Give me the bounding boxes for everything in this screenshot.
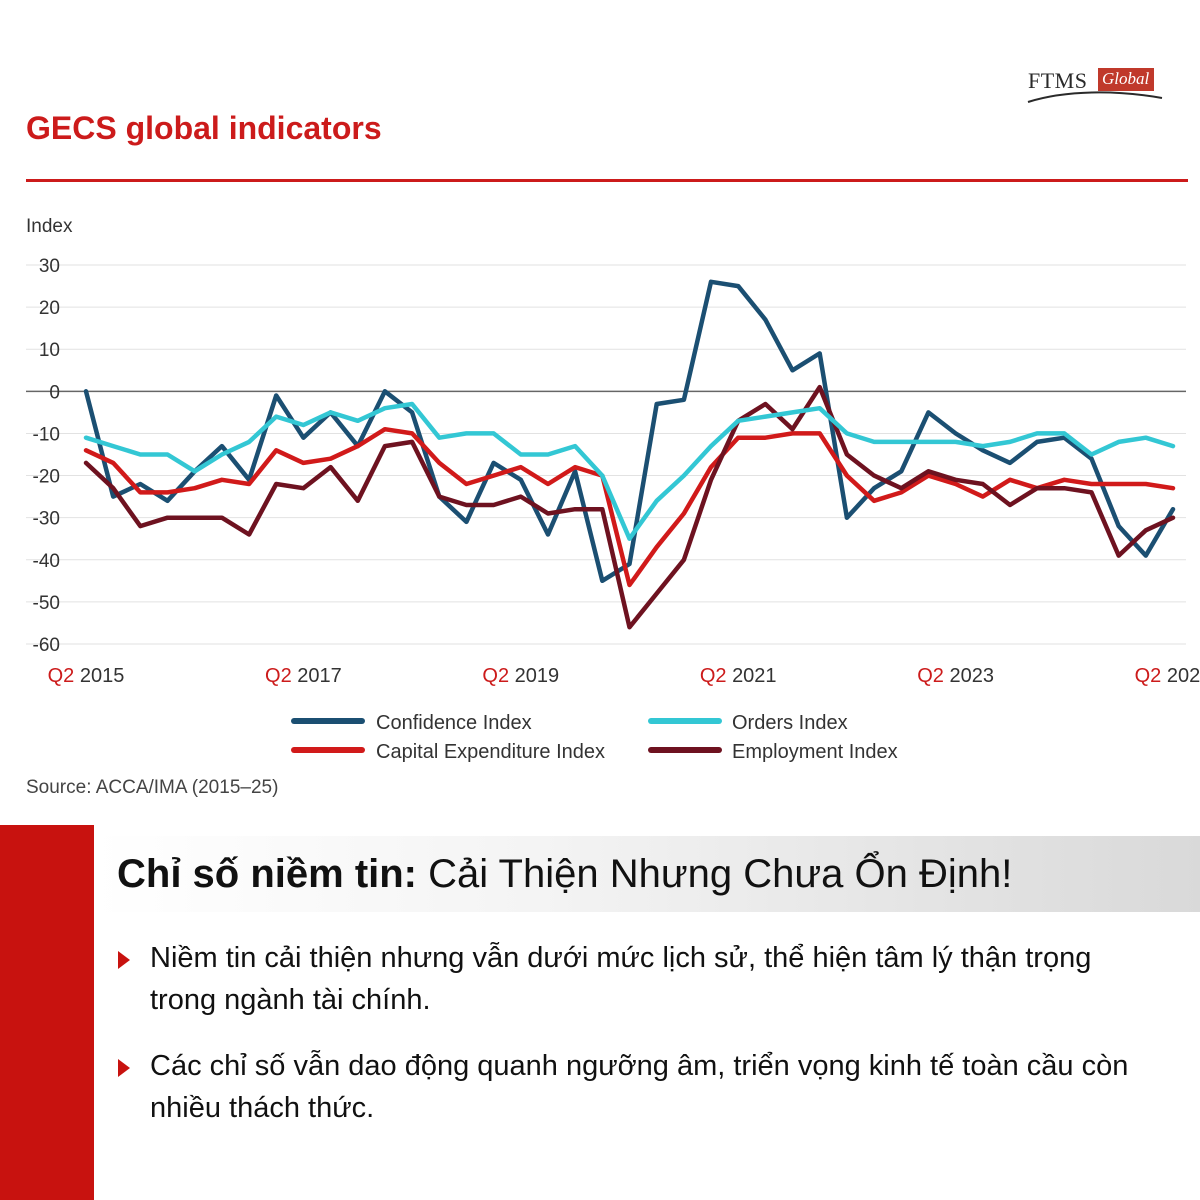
y-axis-ticks: 30 20 10 0 -10 -20 -30 -40 -50 -60 — [33, 256, 60, 656]
headline-band — [94, 836, 1200, 912]
y-axis-label: Index — [26, 216, 73, 237]
brand-logo: FTMS Global — [1026, 62, 1166, 108]
title-divider — [26, 179, 1188, 182]
bullet-text: Niềm tin cải thiện nhưng vẫn dưới mức lị… — [150, 942, 1092, 1016]
y-tick-label: -30 — [33, 509, 60, 530]
y-tick-label: -60 — [33, 635, 60, 656]
logo-wordmark: FTMS — [1028, 68, 1088, 93]
chart-legend: Confidence Index Orders Index Capital Ex… — [291, 712, 898, 763]
x-tick-label: Q2 2023 — [917, 665, 994, 687]
y-tick-label: 20 — [39, 298, 60, 319]
x-axis-ticks: Q2 2015 Q2 2017 Q2 2019 Q2 2021 Q2 2023 Q2 20… — [48, 665, 1200, 687]
bullet-item: Niềm tin cải thiện nhưng vẫn dưới mức lị… — [118, 937, 1158, 1027]
x-tick-label: Q2 2017 — [265, 665, 342, 687]
series-line-orders-index — [83, 401, 1176, 541]
headline-bold: Chỉ số niềm tin: — [117, 852, 417, 896]
headline: Chỉ số niềm tin: Cải Thiện Nhưng Chưa Ổn… — [117, 852, 1012, 897]
triangle-bullet-icon — [118, 1059, 130, 1077]
gridlines — [26, 264, 1186, 645]
x-tick-label: Q2 2019 — [482, 665, 559, 687]
chart-title: GECS global indicators — [26, 110, 382, 146]
y-tick-label: 30 — [39, 256, 60, 277]
y-tick-label: -20 — [33, 467, 60, 488]
logo-swoosh-icon — [1027, 91, 1163, 103]
series-lines — [83, 279, 1176, 630]
x-tick-label: Q2 2025 — [1135, 665, 1200, 687]
source-note: Source: ACCA/IMA (2015–25) — [26, 777, 279, 798]
triangle-bullet-icon — [118, 951, 130, 969]
x-tick-label: Q2 2021 — [700, 665, 777, 687]
series-line-employment-index — [83, 384, 1176, 630]
legend-label-orders: Orders Index — [732, 712, 848, 734]
legend-label-employment: Employment Index — [732, 741, 898, 763]
y-tick-label: 10 — [39, 340, 60, 361]
bullet-text: Các chỉ số vẫn dao động quanh ngưỡng âm,… — [150, 1050, 1129, 1124]
bullet-item: Các chỉ số vẫn dao động quanh ngưỡng âm,… — [118, 1045, 1158, 1135]
x-tick-label: Q2 2015 — [48, 665, 125, 687]
logo-accent: Global — [1098, 68, 1155, 91]
y-tick-label: -10 — [33, 424, 60, 445]
y-tick-label: -50 — [33, 593, 60, 614]
accent-bar — [0, 825, 94, 1200]
headline-rest: Cải Thiện Nhưng Chưa Ổn Định! — [428, 852, 1013, 896]
legend-label-capex: Capital Expenditure Index — [376, 741, 605, 763]
legend-label-confidence: Confidence Index — [376, 712, 532, 734]
y-tick-label: 0 — [49, 382, 60, 403]
y-tick-label: -40 — [33, 551, 60, 572]
